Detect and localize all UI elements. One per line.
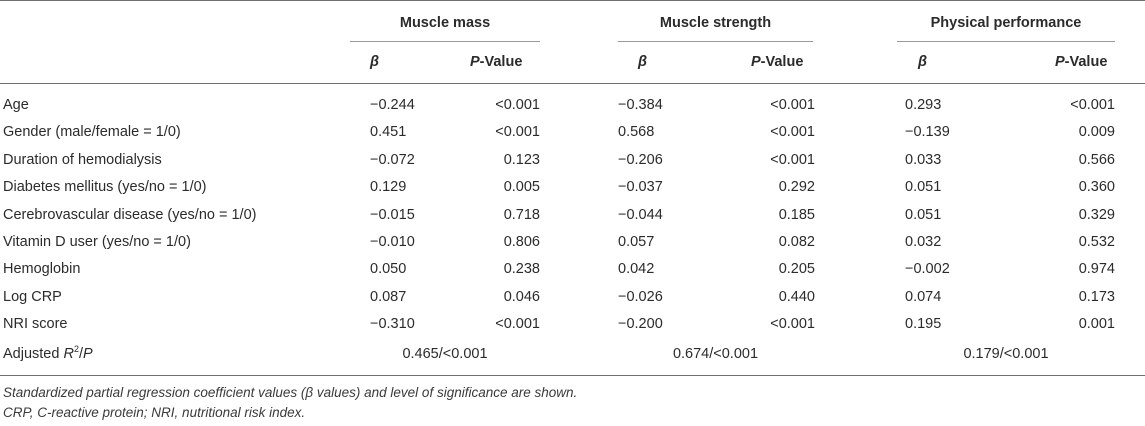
beta-cell: −0.200 (618, 316, 663, 332)
beta-cell: 0.051 (905, 179, 942, 195)
beta-cell: −0.002 (905, 261, 950, 277)
muscle-strength-underline (618, 41, 813, 42)
beta-cell: 0.129 (370, 179, 407, 195)
row-label: Duration of hemodialysis (3, 152, 162, 168)
table-top-rule (0, 0, 1145, 1)
pvalue-cell: <0.001 (770, 97, 815, 113)
pvalue-cell: <0.001 (770, 152, 815, 168)
beta-cell: −0.037 (618, 179, 663, 195)
pvalue-cell: 0.001 (1078, 316, 1115, 332)
beta-cell: −0.072 (370, 152, 415, 168)
subheader-beta-performance: β (918, 54, 927, 70)
pvalue-cell: 0.123 (503, 152, 540, 168)
pvalue-cell: <0.001 (495, 97, 540, 113)
adjusted-value-strength: 0.674/<0.001 (672, 346, 759, 362)
adjusted-value-mass: 0.465/<0.001 (402, 346, 488, 362)
group-header-muscle-strength: Muscle strength (659, 15, 772, 31)
pvalue-cell: 0.329 (1078, 207, 1115, 223)
row-label: Log CRP (3, 289, 62, 305)
beta-cell: 0.050 (370, 261, 407, 277)
beta-cell: 0.451 (370, 124, 407, 140)
row-label: Vitamin D user (yes/no = 1/0) (3, 234, 191, 250)
pvalue-cell: <0.001 (770, 124, 815, 140)
beta-cell: −0.026 (618, 289, 663, 305)
beta-cell: 0.042 (618, 261, 655, 277)
group-header-muscle-mass: Muscle mass (399, 15, 491, 31)
beta-cell: 0.087 (370, 289, 407, 305)
pvalue-cell: <0.001 (495, 316, 540, 332)
pvalue-cell: 0.205 (778, 261, 815, 277)
beta-cell: −0.244 (370, 97, 415, 113)
row-label: Cerebrovascular disease (yes/no = 1/0) (3, 207, 257, 223)
beta-cell: −0.139 (905, 124, 950, 140)
beta-cell: −0.044 (618, 207, 663, 223)
muscle-mass-underline (350, 41, 540, 42)
subheader-beta-strength: β (638, 54, 647, 70)
pvalue-cell: <0.001 (770, 316, 815, 332)
row-label: NRI score (3, 316, 68, 332)
beta-cell: −0.015 (370, 207, 415, 223)
adjusted-r2-label: Adjusted R2/P (3, 344, 93, 362)
pvalue-cell: 0.360 (1078, 179, 1115, 195)
pvalue-cell: 0.566 (1078, 152, 1115, 168)
beta-cell: 0.074 (905, 289, 942, 305)
subheader-pvalue-strength: P-Value (751, 54, 804, 70)
pvalue-cell: <0.001 (495, 124, 540, 140)
pvalue-cell: 0.005 (503, 179, 540, 195)
table-bottom-rule (0, 375, 1145, 376)
group-header-physical-performance: Physical performance (930, 15, 1082, 31)
pvalue-cell: 0.440 (778, 289, 815, 305)
pvalue-cell: 0.806 (503, 234, 540, 250)
row-label: Gender (male/female = 1/0) (3, 124, 181, 140)
beta-cell: 0.195 (905, 316, 942, 332)
subheader-pvalue-performance: P-Value (1055, 54, 1108, 70)
beta-cell: 0.568 (618, 124, 655, 140)
pvalue-cell: 0.185 (778, 207, 815, 223)
pvalue-cell: <0.001 (1070, 97, 1115, 113)
pvalue-cell: 0.173 (1078, 289, 1115, 305)
pvalue-cell: 0.974 (1078, 261, 1115, 277)
pvalue-cell: 0.532 (1078, 234, 1115, 250)
beta-cell: 0.293 (905, 97, 942, 113)
row-label: Diabetes mellitus (yes/no = 1/0) (3, 179, 207, 195)
pvalue-cell: 0.238 (503, 261, 540, 277)
pvalue-cell: 0.082 (778, 234, 815, 250)
pvalue-cell: 0.046 (503, 289, 540, 305)
pvalue-cell: 0.718 (503, 207, 540, 223)
pvalue-cell: 0.292 (778, 179, 815, 195)
beta-cell: −0.010 (370, 234, 415, 250)
footnote-abbreviations: CRP, C-reactive protein; NRI, nutritiona… (3, 405, 306, 420)
beta-cell: 0.033 (905, 152, 942, 168)
footnote-standardized: Standardized partial regression coeffici… (3, 385, 578, 400)
beta-cell: 0.057 (618, 234, 655, 250)
physical-performance-underline (897, 41, 1115, 42)
row-label: Hemoglobin (3, 261, 81, 277)
row-label: Age (3, 97, 29, 113)
beta-cell: −0.310 (370, 316, 415, 332)
adjusted-value-performance: 0.179/<0.001 (963, 346, 1049, 362)
header-bottom-rule (0, 83, 1145, 84)
beta-cell: 0.051 (905, 207, 942, 223)
subheader-pvalue-mass: P-Value (470, 54, 523, 70)
beta-cell: −0.206 (618, 152, 663, 168)
subheader-beta-mass: β (370, 54, 379, 70)
beta-cell: −0.384 (618, 97, 663, 113)
pvalue-cell: 0.009 (1078, 124, 1115, 140)
beta-cell: 0.032 (905, 234, 942, 250)
